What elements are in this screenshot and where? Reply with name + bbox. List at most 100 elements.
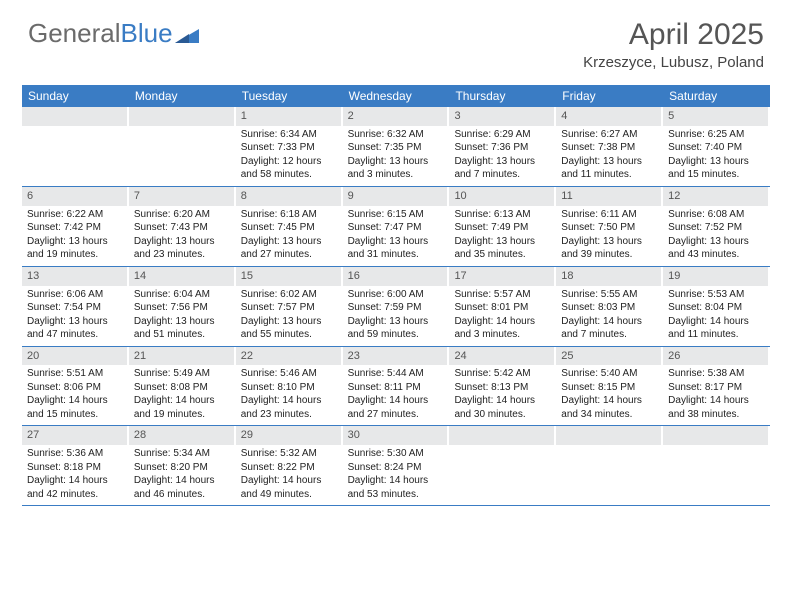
day-details: Sunrise: 6:27 AMSunset: 7:38 PMDaylight:… — [556, 128, 663, 182]
day-details: Sunrise: 5:34 AMSunset: 8:20 PMDaylight:… — [129, 447, 236, 501]
day-number-bar: 8 — [236, 187, 343, 206]
sunrise-text: Sunrise: 5:38 AM — [668, 367, 765, 381]
sunset-text: Sunset: 8:10 PM — [241, 381, 338, 395]
title-block: April 2025 Krzeszyce, Lubusz, Poland — [583, 18, 764, 71]
sunrise-text: Sunrise: 6:02 AM — [241, 288, 338, 302]
day-cell: . — [556, 426, 663, 505]
day-cell: 14 Sunrise: 6:04 AMSunset: 7:56 PMDayligh… — [129, 267, 236, 346]
daylight-text: Daylight: 13 hours and 43 minutes. — [668, 235, 765, 262]
day-number-bar: 3 — [449, 107, 556, 126]
day-details: Sunrise: 5:53 AMSunset: 8:04 PMDaylight:… — [663, 288, 770, 342]
weeks-container: .. 1 Sunrise: 6:34 AMSunset: 7:33 PM Daylig… — [22, 107, 770, 506]
day-number: 11 — [561, 190, 572, 202]
logo-triangle-icon — [175, 25, 199, 43]
sunset-text: Sunset: 8:01 PM — [454, 301, 551, 315]
day-cell: 18Sunrise: 5:55 AMSunset: 8:03 PMDayligh… — [556, 267, 663, 346]
sunrise-text: Sunrise: 6:00 AM — [348, 288, 445, 302]
day-number: 15 — [241, 270, 253, 282]
day-details: Sunrise: 6:04 AMSunset: 7:56 PMDaylight:… — [129, 288, 236, 342]
daylight-text: Daylight: 14 hours and 19 minutes. — [134, 394, 231, 421]
day-number: 30 — [348, 429, 360, 441]
day-number-bar: . — [129, 107, 236, 126]
daylight-text: Daylight: 13 hours and 19 minutes. — [27, 235, 124, 262]
day-number: 7 — [134, 190, 140, 202]
day-details: Sunrise: 6:02 AMSunset: 7:57 PMDaylight:… — [236, 288, 343, 342]
sunset-text: Sunset: 8:15 PM — [561, 381, 658, 395]
sunrise-text: Sunrise: 6:22 AM — [27, 208, 124, 222]
day-number: 4 — [561, 110, 567, 122]
day-cell: 7Sunrise: 6:20 AMSunset: 7:43 PMDaylight… — [129, 187, 236, 266]
day-number-bar: 10 — [449, 187, 556, 206]
day-details: Sunrise: 5:55 AMSunset: 8:03 PMDaylight:… — [556, 288, 663, 342]
day-details: Sunrise: 6:06 AMSunset: 7:54 PMDaylight:… — [22, 288, 129, 342]
logo: GeneralBlue — [28, 18, 199, 49]
sunrise-text: Sunrise: 6:32 AM — [348, 128, 445, 142]
day-number-bar: 12 — [663, 187, 770, 206]
daylight-text: Daylight: 13 hours and 59 minutes. — [348, 315, 445, 342]
day-number-bar: 1 — [236, 107, 343, 126]
day-number-bar: . — [556, 426, 663, 445]
week-row: 6Sunrise: 6:22 AMSunset: 7:42 PMDaylight… — [22, 187, 770, 267]
day-number-bar: 25 — [556, 347, 663, 366]
daylight-text: Daylight: 14 hours and 42 minutes. — [27, 474, 124, 501]
weekday-header: Friday — [556, 85, 663, 107]
day-number: 1 — [241, 110, 247, 122]
day-number: 17 — [454, 270, 466, 282]
day-cell: 10Sunrise: 6:13 AMSunset: 7:49 PMDayligh… — [449, 187, 556, 266]
day-number-bar: 29 — [236, 426, 343, 445]
sunrise-text: Sunrise: 6:34 AM — [241, 128, 338, 142]
day-number-bar: 4 — [556, 107, 663, 126]
day-details: Sunrise: 6:11 AMSunset: 7:50 PMDaylight:… — [556, 208, 663, 262]
daylight-text: Daylight: 13 hours and 23 minutes. — [134, 235, 231, 262]
day-details: Sunrise: 6:25 AMSunset: 7:40 PMDaylight:… — [663, 128, 770, 182]
sunset-text: Sunset: 7:56 PM — [134, 301, 231, 315]
sunset-text: Sunset: 7:57 PM — [241, 301, 338, 315]
day-number-bar: 26 — [663, 347, 770, 366]
day-details: Sunrise: 6:08 AMSunset: 7:52 PMDaylight:… — [663, 208, 770, 262]
weekday-header: Wednesday — [343, 85, 450, 107]
sunset-text: Sunset: 8:24 PM — [348, 461, 445, 475]
day-number: 28 — [134, 429, 146, 441]
sunset-text: Sunset: 7:59 PM — [348, 301, 445, 315]
week-row: 27Sunrise: 5:36 AMSunset: 8:18 PMDayligh… — [22, 426, 770, 506]
month-title: April 2025 — [583, 18, 764, 52]
day-cell: 30Sunrise: 5:30 AMSunset: 8:24 PMDayligh… — [343, 426, 450, 505]
daylight-text: Daylight: 13 hours and 31 minutes. — [348, 235, 445, 262]
sunset-text: Sunset: 7:33 PM — [241, 141, 338, 155]
day-cell: 6Sunrise: 6:22 AMSunset: 7:42 PMDaylight… — [22, 187, 129, 266]
sunset-text: Sunset: 7:54 PM — [27, 301, 124, 315]
daylight-text: Daylight: 13 hours and 3 minutes. — [348, 155, 445, 182]
sunset-text: Sunset: 8:13 PM — [454, 381, 551, 395]
sunrise-text: Sunrise: 6:06 AM — [27, 288, 124, 302]
day-number-bar: 27 — [22, 426, 129, 445]
sunset-text: Sunset: 8:11 PM — [348, 381, 445, 395]
sunset-text: Sunset: 7:40 PM — [668, 141, 765, 155]
daylight-text: Daylight: 14 hours and 27 minutes. — [348, 394, 445, 421]
day-number: 23 — [348, 350, 360, 362]
day-details: Sunrise: 5:44 AMSunset: 8:11 PMDaylight:… — [343, 367, 450, 421]
weekday-header: Thursday — [449, 85, 556, 107]
daylight-text: Daylight: 14 hours and 3 minutes. — [454, 315, 551, 342]
weekday-header: Tuesday — [236, 85, 343, 107]
day-number-bar: 16 — [343, 267, 450, 286]
day-details: Sunrise: 5:46 AMSunset: 8:10 PMDaylight:… — [236, 367, 343, 421]
day-cell: 3Sunrise: 6:29 AMSunset: 7:36 PMDaylight… — [449, 107, 556, 186]
day-number-bar: 13 — [22, 267, 129, 286]
day-number: 20 — [27, 350, 39, 362]
day-details: Sunrise: 5:51 AMSunset: 8:06 PMDaylight:… — [22, 367, 129, 421]
day-number-bar: 14 — [129, 267, 236, 286]
weekday-header: Saturday — [663, 85, 770, 107]
day-number-bar: 17 — [449, 267, 556, 286]
day-details: Sunrise: 5:38 AMSunset: 8:17 PMDaylight:… — [663, 367, 770, 421]
day-details: Sunrise: 5:40 AMSunset: 8:15 PMDaylight:… — [556, 367, 663, 421]
day-number-bar: 9 — [343, 187, 450, 206]
day-number-bar: 7 — [129, 187, 236, 206]
sunrise-text: Sunrise: 5:53 AM — [668, 288, 765, 302]
day-cell: 1Sunrise: 6:34 AMSunset: 7:33 PMDaylight… — [236, 107, 343, 186]
day-cell: 28 Sunrise: 5:34 AMSunset: 8:20 PMDayligh… — [129, 426, 236, 505]
page-header: GeneralBlue April 2025 Krzeszyce, Lubusz… — [0, 0, 792, 79]
day-number-bar: 24 — [449, 347, 556, 366]
daylight-text: Daylight: 14 hours and 53 minutes. — [348, 474, 445, 501]
day-number: 6 — [27, 190, 33, 202]
sunset-text: Sunset: 7:49 PM — [454, 221, 551, 235]
